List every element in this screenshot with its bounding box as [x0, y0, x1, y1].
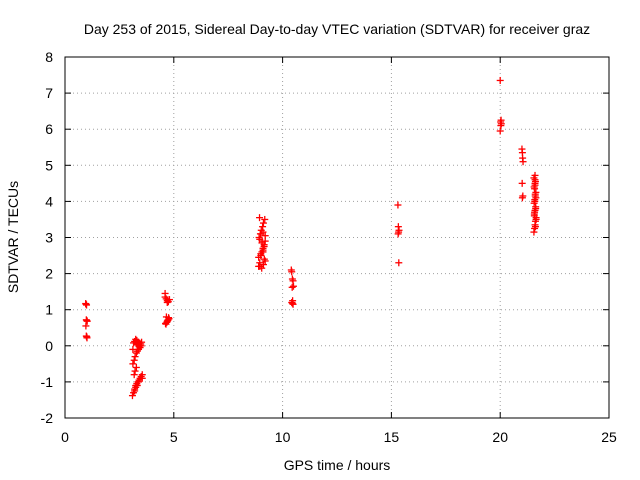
- data-point: [394, 230, 402, 238]
- y-tick-label: 7: [45, 85, 53, 101]
- data-point: [256, 214, 264, 222]
- data-point: [496, 76, 504, 84]
- y-tick-label: 8: [45, 49, 53, 65]
- data-point: [496, 127, 504, 135]
- data-point: [260, 243, 268, 251]
- data-point: [132, 383, 140, 391]
- data-point: [519, 154, 527, 162]
- y-axis-label: SDTVAR / TECUs: [5, 181, 21, 293]
- data-point: [289, 300, 297, 308]
- data-point: [530, 183, 538, 191]
- chart-title: Day 253 of 2015, Sidereal Day-to-day VTE…: [84, 21, 590, 37]
- data-point: [261, 232, 269, 240]
- data-point: [530, 228, 538, 236]
- x-tick-label: 20: [492, 429, 508, 445]
- grid: [65, 57, 609, 418]
- data-point: [261, 215, 269, 223]
- data-point: [289, 282, 297, 290]
- data-point: [162, 320, 170, 328]
- data-point: [518, 179, 526, 187]
- data-point: [131, 353, 139, 361]
- data-point: [288, 283, 296, 291]
- axis-ticks: 0 5 10 15 20 25 -2 -1 0 1 2 3 4 5 6 7 8: [41, 49, 617, 445]
- data-point: [531, 223, 539, 231]
- data-point: [532, 205, 540, 213]
- data-point: [288, 299, 296, 307]
- data-point: [135, 378, 143, 386]
- data-point: [83, 301, 91, 309]
- data-point: [259, 219, 267, 227]
- data-point: [161, 293, 169, 301]
- data-point: [82, 322, 90, 330]
- x-tick-label: 25: [601, 429, 617, 445]
- y-tick-label: 5: [45, 157, 53, 173]
- y-tick-label: 3: [45, 230, 53, 246]
- x-tick-label: 15: [384, 429, 400, 445]
- data-point: [130, 356, 138, 364]
- data-point: [129, 345, 137, 353]
- data-point: [256, 235, 264, 243]
- x-tick-label: 5: [170, 429, 178, 445]
- x-axis-label: GPS time / hours: [284, 457, 391, 473]
- data-point: [255, 253, 263, 261]
- data-point: [261, 257, 269, 265]
- data-point: [137, 342, 145, 350]
- data-point: [138, 374, 146, 382]
- data-point: [259, 261, 267, 269]
- data-point: [163, 298, 171, 306]
- data-point: [532, 215, 540, 223]
- y-tick-label: 6: [45, 121, 53, 137]
- data-point: [531, 197, 539, 205]
- data-points: [82, 76, 540, 400]
- data-point: [259, 246, 267, 254]
- data-point: [83, 334, 91, 342]
- data-point: [83, 317, 91, 325]
- data-point: [395, 259, 403, 267]
- data-point: [132, 363, 140, 371]
- y-tick-label: -2: [41, 410, 54, 426]
- data-point: [165, 314, 173, 322]
- x-tick-label: 10: [275, 429, 291, 445]
- data-point: [518, 194, 526, 202]
- data-point: [130, 371, 138, 379]
- data-point: [131, 387, 139, 395]
- data-point: [531, 179, 539, 187]
- data-point: [394, 201, 402, 209]
- data-point: [259, 228, 267, 236]
- y-tick-label: 4: [45, 193, 53, 209]
- data-point: [258, 239, 266, 247]
- data-point: [258, 264, 266, 272]
- y-tick-label: 2: [45, 266, 53, 282]
- data-point: [131, 367, 139, 375]
- y-tick-label: -1: [41, 374, 54, 390]
- data-point: [497, 116, 505, 124]
- data-point: [531, 208, 539, 216]
- data-point: [531, 190, 539, 198]
- data-point: [129, 360, 137, 368]
- data-point: [257, 250, 265, 258]
- y-tick-label: 0: [45, 338, 53, 354]
- data-point: [532, 194, 540, 202]
- y-tick-label: 1: [45, 302, 53, 318]
- data-point: [288, 268, 296, 276]
- x-tick-label: 0: [61, 429, 69, 445]
